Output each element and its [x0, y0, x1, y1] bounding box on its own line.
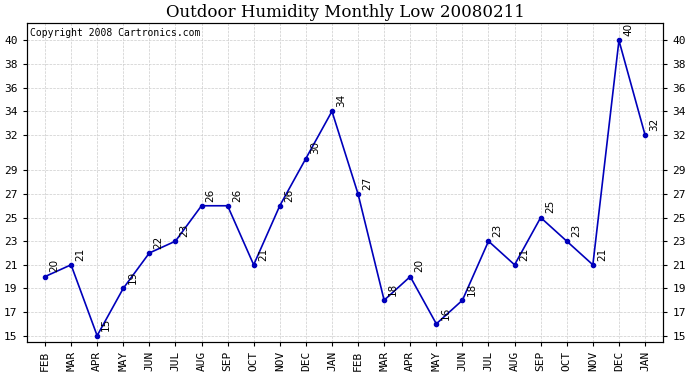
Text: 18: 18 — [466, 283, 477, 296]
Text: 21: 21 — [597, 248, 607, 261]
Text: 32: 32 — [649, 117, 659, 131]
Text: 30: 30 — [310, 141, 320, 154]
Text: 23: 23 — [179, 224, 190, 237]
Text: 21: 21 — [258, 248, 268, 261]
Text: 22: 22 — [153, 236, 164, 249]
Text: 34: 34 — [336, 94, 346, 107]
Text: 23: 23 — [493, 224, 503, 237]
Text: 18: 18 — [388, 283, 398, 296]
Text: 40: 40 — [623, 23, 633, 36]
Title: Outdoor Humidity Monthly Low 20080211: Outdoor Humidity Monthly Low 20080211 — [166, 4, 524, 21]
Text: 19: 19 — [128, 271, 137, 284]
Text: 27: 27 — [362, 177, 372, 190]
Text: 21: 21 — [75, 248, 86, 261]
Text: 20: 20 — [415, 260, 424, 273]
Text: 16: 16 — [440, 306, 451, 320]
Text: Copyright 2008 Cartronics.com: Copyright 2008 Cartronics.com — [30, 27, 200, 38]
Text: 20: 20 — [49, 260, 59, 273]
Text: 15: 15 — [101, 318, 111, 332]
Text: 23: 23 — [571, 224, 581, 237]
Text: 26: 26 — [232, 188, 241, 202]
Text: 25: 25 — [545, 200, 555, 213]
Text: 21: 21 — [519, 248, 529, 261]
Text: 26: 26 — [284, 188, 294, 202]
Text: 26: 26 — [206, 188, 216, 202]
